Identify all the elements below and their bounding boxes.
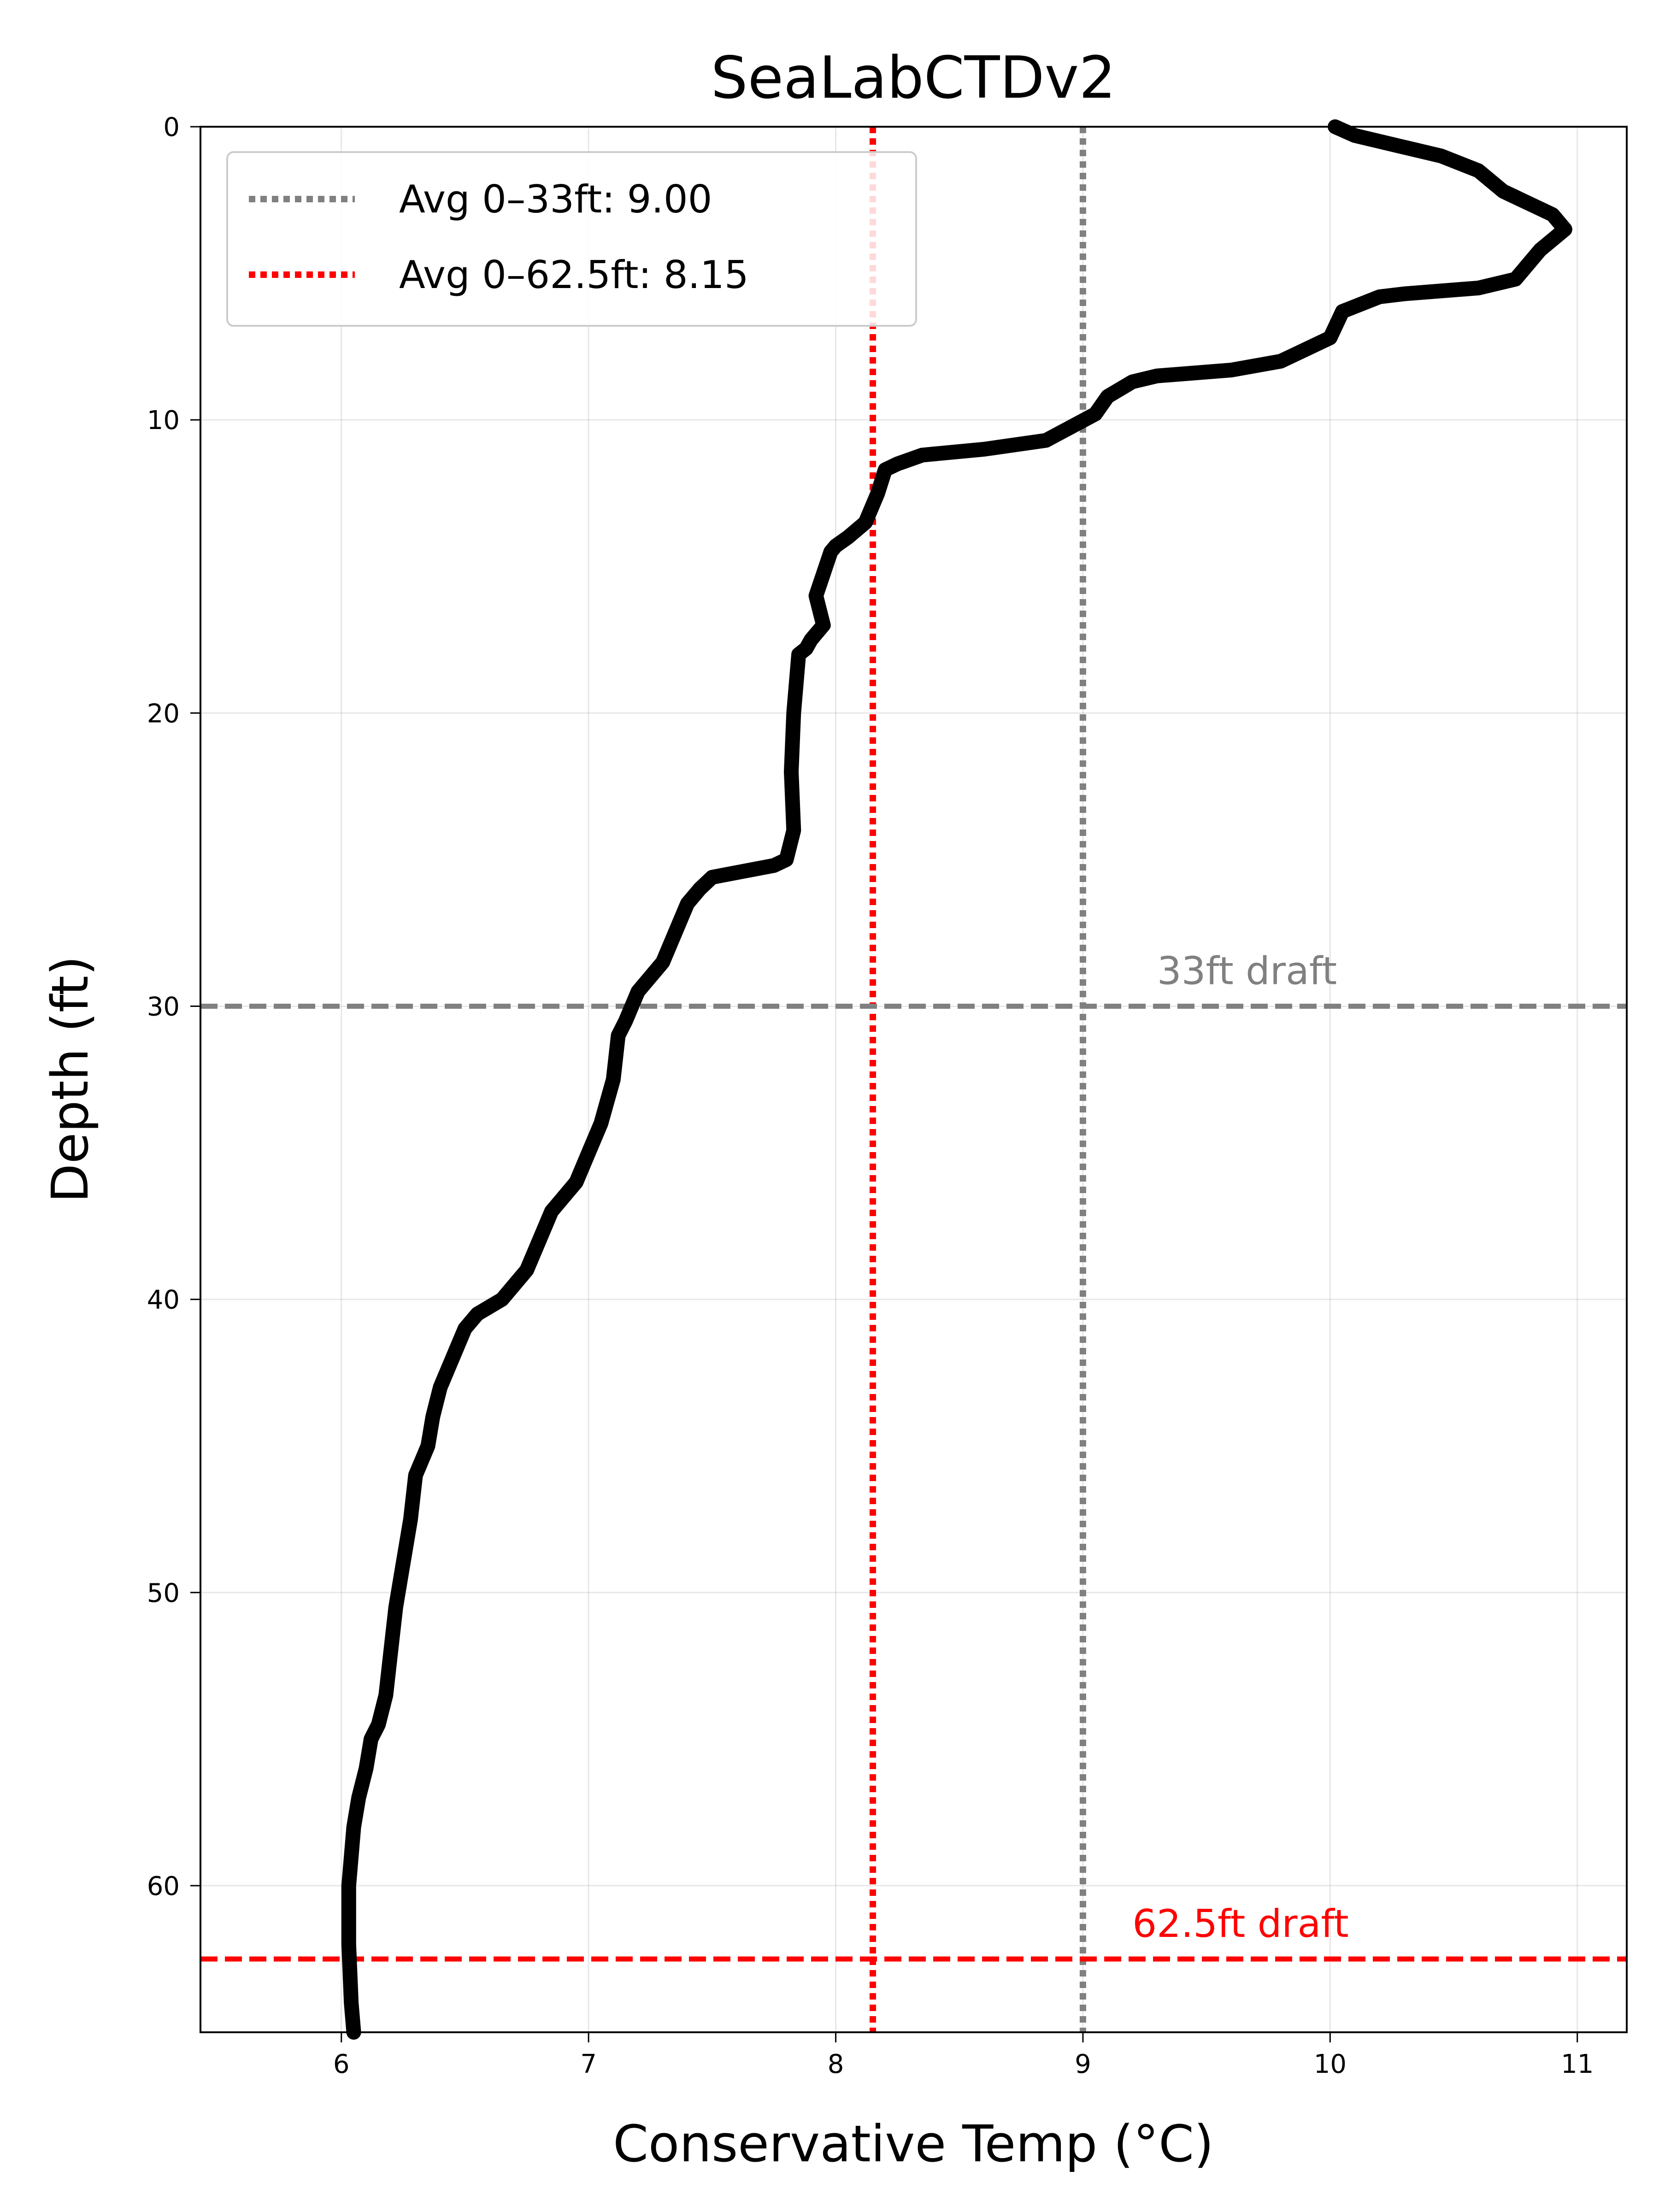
legend: Avg 0–33ft: 9.00 Avg 0–62.5ft: 8.15 bbox=[226, 151, 917, 327]
gridlines bbox=[200, 126, 1627, 2032]
y-tick-label: 10 bbox=[147, 406, 180, 435]
y-axis-label: Depth (ft) bbox=[41, 956, 100, 1203]
draft-label: 33ft draft bbox=[1157, 948, 1337, 993]
x-axis-label: Conservative Temp (°C) bbox=[613, 2114, 1214, 2173]
annotations: 33ft draft 62.5ft draft bbox=[1132, 948, 1348, 1946]
plot-frame bbox=[200, 126, 1628, 2033]
x-tick-label: 7 bbox=[580, 2049, 597, 2079]
x-tick-label: 10 bbox=[1314, 2049, 1347, 2079]
y-tick-label: 20 bbox=[147, 699, 180, 729]
y-tick-label: 30 bbox=[147, 992, 180, 1022]
y-tick-label: 40 bbox=[147, 1285, 180, 1315]
x-tick-label: 9 bbox=[1075, 2049, 1091, 2079]
y-tick-label: 60 bbox=[147, 1871, 180, 1901]
y-tick-label: 50 bbox=[147, 1578, 180, 1608]
draft-label: 62.5ft draft bbox=[1132, 1901, 1348, 1946]
y-tick-label: 0 bbox=[163, 112, 180, 142]
x-tick-label: 11 bbox=[1561, 2049, 1594, 2079]
plot-series bbox=[341, 119, 1572, 2040]
legend-label-avg-62-5ft: Avg 0–62.5ft: 8.15 bbox=[399, 253, 749, 297]
reference-lines bbox=[200, 127, 1627, 2032]
x-tick-label: 6 bbox=[333, 2049, 350, 2079]
x-tick-label: 8 bbox=[828, 2049, 844, 2079]
axis-ticks: 6 7 8 9 10 11 0 10 20 30 40 50 60 bbox=[147, 112, 1594, 2079]
temperature-profile-line bbox=[341, 119, 1572, 2040]
legend-label-avg-33ft: Avg 0–33ft: 9.00 bbox=[399, 177, 712, 222]
legend-box bbox=[226, 151, 917, 327]
chart-title: SeaLabCTDv2 bbox=[711, 44, 1116, 112]
